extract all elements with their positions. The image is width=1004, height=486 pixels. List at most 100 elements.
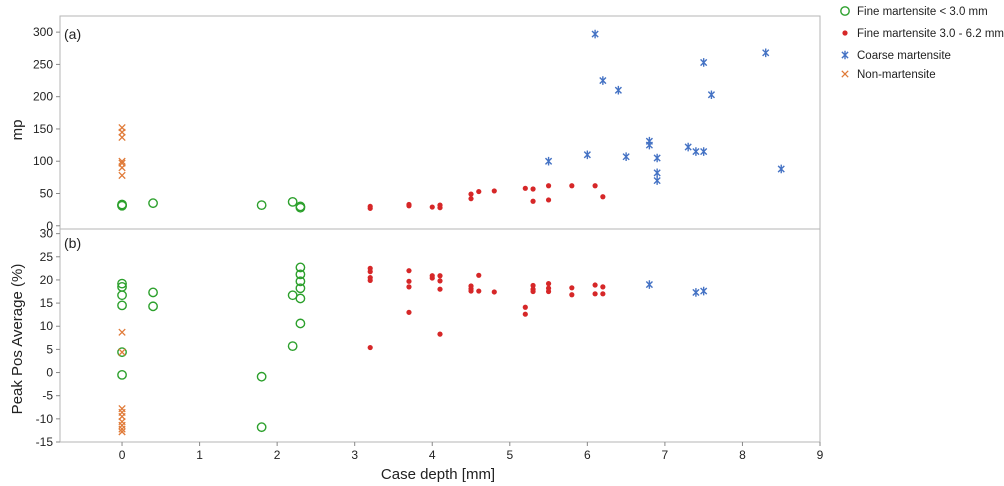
data-point [545, 197, 552, 203]
x-tick-label: 6 [584, 448, 591, 462]
legend-item: Coarse martensite [841, 50, 951, 62]
data-point [148, 198, 158, 209]
data-point [118, 428, 126, 436]
data-point [295, 318, 306, 329]
data-point [406, 201, 412, 208]
y-tick-label: 25 [40, 250, 54, 264]
data-point [117, 300, 127, 311]
data-point [437, 286, 443, 292]
y-axis-label-top: mp [9, 120, 26, 141]
data-point [295, 262, 306, 273]
data-point [148, 287, 158, 298]
data-point [118, 171, 126, 180]
legend-marker-dot [842, 30, 848, 36]
x-tick-label: 8 [739, 448, 746, 462]
y-tick-label: 0 [46, 219, 53, 233]
data-point [406, 278, 412, 284]
data-point [645, 140, 653, 150]
data-point [522, 311, 528, 317]
data-point [295, 293, 306, 304]
y-tick-label: 300 [33, 25, 53, 39]
data-point [117, 278, 127, 289]
y-tick-label: 10 [40, 319, 54, 333]
data-point [591, 29, 599, 39]
data-point [692, 288, 700, 297]
data-point [468, 286, 474, 292]
legend-marker [841, 50, 849, 60]
data-point [545, 281, 552, 287]
x-tick-label: 9 [817, 448, 824, 462]
data-point [600, 194, 606, 200]
plot-frame [59, 228, 821, 443]
data-point [367, 344, 373, 351]
y-tick-label: -10 [36, 412, 54, 426]
data-point [530, 288, 536, 295]
data-point [522, 304, 528, 310]
data-point [118, 328, 126, 336]
y-tick-label: 0 [46, 366, 53, 380]
data-point [117, 290, 127, 301]
data-point [600, 284, 606, 290]
data-point [367, 269, 373, 275]
data-point [118, 348, 126, 356]
x-axis: 0 1 2 3 4 5 6 7 8 9 [119, 442, 824, 462]
data-point [583, 150, 591, 160]
data-point [622, 152, 630, 162]
data-point [491, 188, 497, 194]
data-point [545, 288, 552, 295]
y-axis-label-bottom: Peak Pos Average (%) [9, 264, 26, 415]
data-point [476, 188, 482, 195]
y-tick-label: -5 [42, 389, 53, 403]
data-point [367, 277, 373, 283]
data-point [287, 341, 298, 352]
x-axis-label: Case depth [mm] [381, 466, 495, 483]
legend-label: Fine martensite 3.0 - 6.2 mm [857, 28, 1004, 40]
data-point [468, 191, 474, 197]
legend-marker [841, 70, 849, 78]
data-point [653, 153, 661, 163]
data-point [437, 202, 443, 208]
panel-b: -15 -10 -5 0 5 10 15 20 25 30 [36, 227, 821, 449]
data-point [406, 309, 412, 315]
legend-label: Fine martensite < 3.0 mm [857, 6, 988, 18]
data-point [256, 422, 267, 433]
data-point [287, 196, 298, 207]
data-point [544, 156, 553, 166]
data-point [148, 301, 158, 312]
data-point [295, 276, 306, 287]
data-point [256, 371, 267, 382]
legend-label: Coarse martensite [857, 50, 951, 62]
data-point [700, 147, 708, 156]
data-point [530, 186, 536, 192]
data-point [429, 273, 435, 279]
data-point [592, 183, 598, 189]
x-tick-label: 4 [429, 448, 436, 462]
legend-marker [842, 30, 848, 36]
data-point [491, 289, 497, 295]
y-tick-label: 15 [40, 296, 54, 310]
x-tick-label: 0 [119, 448, 126, 462]
y-tick-label: 200 [33, 90, 53, 104]
y-tick-label: -15 [36, 435, 54, 449]
data-point [295, 283, 306, 294]
data-point [762, 48, 770, 58]
plot-frame [59, 15, 821, 230]
data-point [700, 58, 708, 67]
data-point [700, 286, 708, 296]
data-point [295, 202, 306, 213]
legend-marker [840, 6, 850, 16]
x-tick-label: 1 [196, 448, 203, 462]
data-point [569, 183, 575, 189]
y-tick-label: 5 [46, 342, 53, 356]
y-tick-label: 100 [33, 154, 53, 168]
data-point [117, 369, 127, 380]
data-point [118, 157, 126, 165]
data-point [777, 164, 785, 174]
data-point [599, 76, 607, 85]
x-tick-label: 7 [662, 448, 669, 462]
data-point [569, 292, 575, 298]
legend-item: Fine martensite < 3.0 mm [840, 6, 988, 18]
data-point [476, 272, 482, 278]
data-point [118, 133, 126, 142]
